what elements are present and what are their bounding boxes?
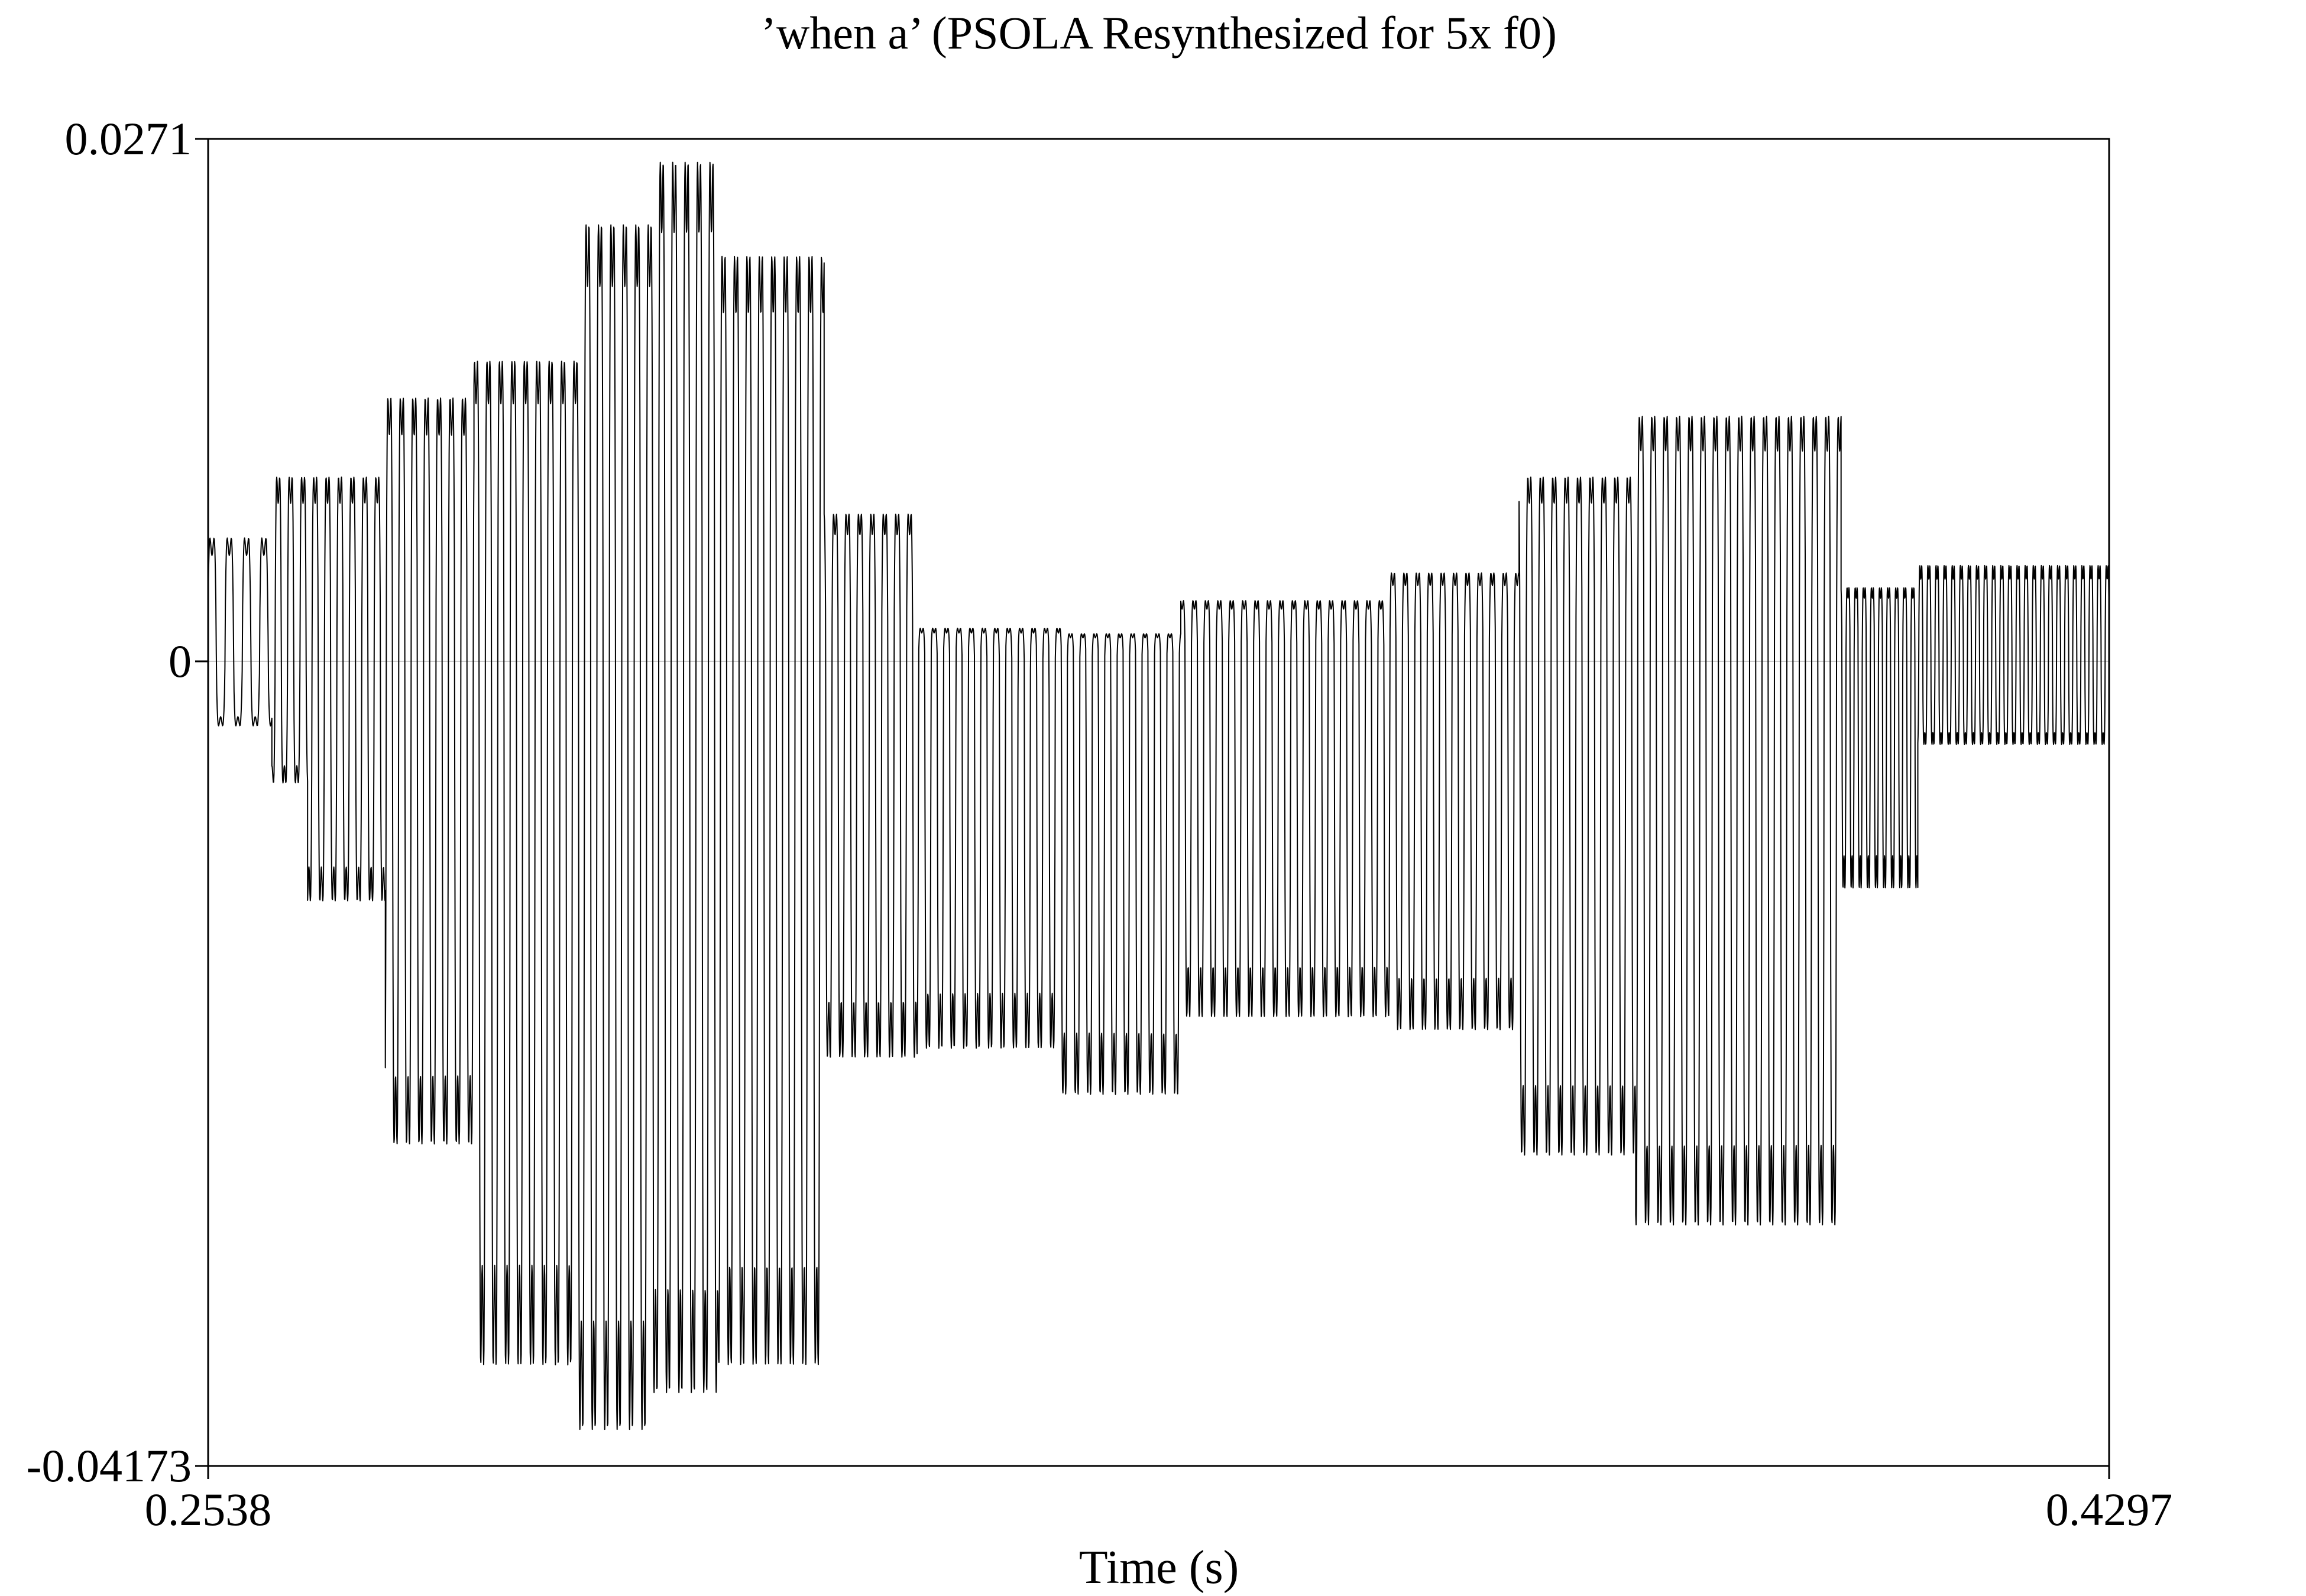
y-tick-label-zero: 0: [169, 635, 192, 687]
waveform-series-line: [208, 161, 2110, 1430]
x-tick-label-end: 0.4297: [2046, 1484, 2173, 1535]
y-tick-label-min: -0.04173: [27, 1440, 192, 1491]
chart-title: ’when a’ (PSOLA Resynthesized for 5x f0): [761, 7, 1557, 59]
x-tick-label-start: 0.2538: [145, 1484, 272, 1535]
x-axis-ticks: [207, 1466, 2110, 1479]
x-axis-label: Time (s): [1079, 1542, 1239, 1594]
y-tick-label-max: 0.0271: [65, 113, 192, 164]
plot-frame: [207, 138, 2110, 1467]
y-axis-ticks: [195, 138, 208, 1467]
